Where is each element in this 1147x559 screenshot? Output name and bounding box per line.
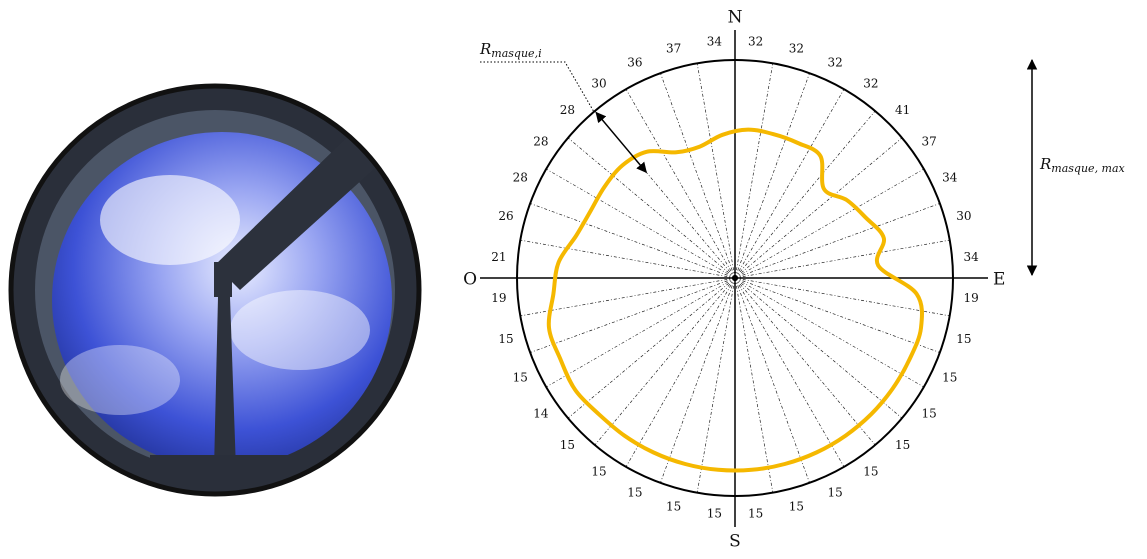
spoke <box>696 277 736 493</box>
mask-value-label: 34 <box>942 170 958 184</box>
r-i-arrow <box>595 111 647 174</box>
spoke <box>734 168 924 279</box>
mask-value-label: 30 <box>956 209 971 223</box>
r-max-sub: masque, max <box>1051 162 1125 175</box>
mask-value-label: 14 <box>533 406 549 420</box>
mask-value-label: 15 <box>627 485 642 499</box>
spoke <box>734 277 924 388</box>
mask-value-label: 15 <box>863 465 878 479</box>
polar-diagram: N S E O 32 32 32 32 41 37 34 30 34 19 15 15 15 15 15 15 15 15… <box>463 8 1005 552</box>
mask-value-label: 32 <box>828 56 843 70</box>
compass-s: S <box>729 532 741 552</box>
spoke <box>734 239 950 279</box>
mask-value-label: 15 <box>591 465 606 479</box>
mask-value-label: 32 <box>789 42 804 56</box>
r-max-base: R <box>1039 155 1051 173</box>
mask-value-label: 32 <box>748 34 763 48</box>
mask-value-label: 41 <box>895 103 910 117</box>
mask-value-label: 15 <box>666 499 681 513</box>
spoke <box>567 277 736 419</box>
spoke <box>660 73 736 279</box>
mask-value-label: 19 <box>963 291 978 305</box>
spoke <box>734 277 950 317</box>
mask-value-label: 15 <box>707 507 722 521</box>
mask-value-label: 15 <box>560 438 575 452</box>
mask-value-label: 34 <box>963 250 979 264</box>
spoke <box>734 277 845 467</box>
spoke <box>734 137 903 279</box>
mask-value-label: 36 <box>627 56 642 70</box>
mask-value-label: 15 <box>895 438 910 452</box>
photo-rim <box>8 83 422 497</box>
compass-n: N <box>728 8 743 28</box>
mask-value-label: 21 <box>491 250 506 264</box>
spoke <box>530 277 736 353</box>
mask-value-label: 15 <box>789 499 804 513</box>
mask-value-label: 28 <box>533 135 548 149</box>
spoke <box>734 277 810 483</box>
mask-value-label: 15 <box>828 485 843 499</box>
spoke <box>520 239 736 279</box>
mask-value-label: 34 <box>707 34 723 48</box>
r-i-sub: masque,i <box>491 47 541 60</box>
mask-value-label: 15 <box>956 332 971 346</box>
spoke <box>734 110 876 279</box>
mask-value-label: 15 <box>513 371 528 385</box>
compass-e: E <box>993 270 1005 290</box>
spoke <box>625 277 736 467</box>
mask-value-label: 15 <box>942 371 957 385</box>
mask-value-label: 37 <box>666 42 681 56</box>
mask-value-label: 30 <box>591 76 606 90</box>
spoke <box>530 203 736 279</box>
mask-value-label: 15 <box>748 507 763 521</box>
spoke <box>660 277 736 483</box>
mask-value-label: 28 <box>560 103 575 117</box>
spoke <box>594 277 736 446</box>
spoke <box>734 277 903 419</box>
mask-value-label: 19 <box>491 291 506 305</box>
mask-contour <box>546 127 925 473</box>
spoke <box>734 277 940 353</box>
r-i-leader <box>480 61 595 113</box>
spoke <box>734 203 940 279</box>
spoke <box>734 63 774 279</box>
center-dot <box>732 275 738 281</box>
mask-value-label: 32 <box>863 76 878 90</box>
r-i-label: Rmasque,i <box>479 40 542 60</box>
r-max-label: Rmasque, max <box>1039 155 1126 175</box>
spoke <box>734 277 774 493</box>
spoke <box>734 73 810 279</box>
spoke <box>520 277 736 317</box>
fisheye-photo <box>11 86 419 494</box>
mask-value-label: 26 <box>498 209 513 223</box>
mask-value-label: 37 <box>921 135 936 149</box>
mask-value-label: 28 <box>513 170 528 184</box>
spoke <box>734 89 845 279</box>
compass-o: O <box>463 270 477 290</box>
spoke <box>625 89 736 279</box>
spoke <box>546 168 736 279</box>
r-i-base: R <box>479 40 491 58</box>
mask-value-label: 15 <box>921 406 936 420</box>
spoke <box>734 277 876 446</box>
spoke <box>696 63 736 279</box>
spoke <box>546 277 736 388</box>
mask-value-label: 15 <box>498 332 513 346</box>
